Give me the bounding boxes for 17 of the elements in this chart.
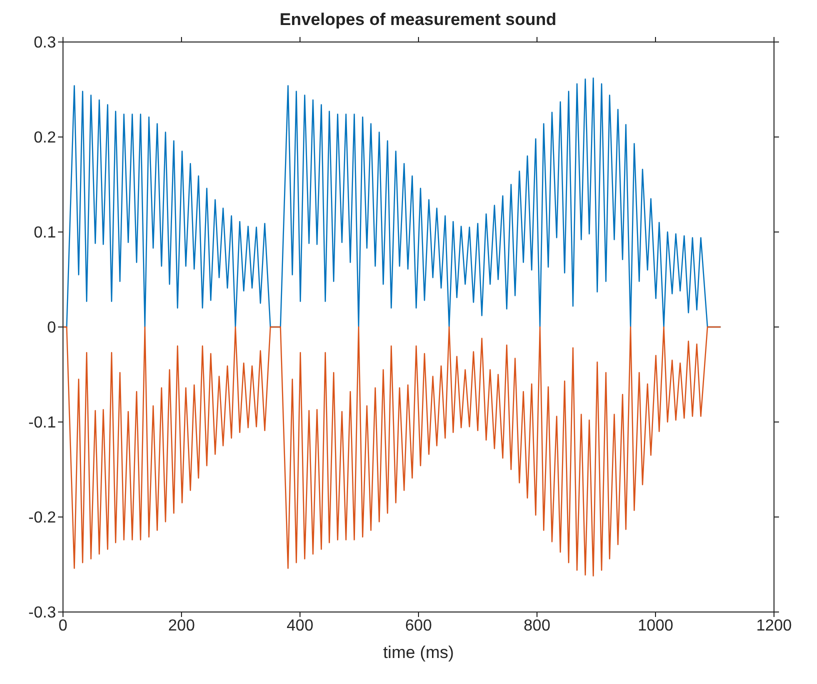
- x-tick-label: 0: [58, 617, 68, 634]
- y-tick-label: 0.1: [34, 224, 56, 242]
- x-tick-label: 200: [168, 617, 195, 634]
- y-tick-label: 0: [47, 320, 56, 337]
- chart-title: Envelopes of measurement sound: [278, 10, 558, 30]
- x-tick-label: 1000: [638, 617, 674, 634]
- y-tick-label: -0.3: [28, 604, 56, 622]
- x-tick-label: 1200: [756, 617, 792, 634]
- y-tick-label: 0.3: [34, 34, 56, 52]
- x-tick-label: 600: [405, 617, 432, 634]
- y-tick-label: -0.2: [28, 510, 56, 527]
- line-series: [63, 326, 722, 576]
- x-tick-label: 800: [524, 617, 550, 634]
- y-tick-label: -0.1: [28, 414, 56, 432]
- x-axis-title: time (ms): [383, 643, 454, 662]
- y-tick-label: 0.2: [34, 130, 56, 147]
- x-tick-label: 400: [286, 617, 314, 634]
